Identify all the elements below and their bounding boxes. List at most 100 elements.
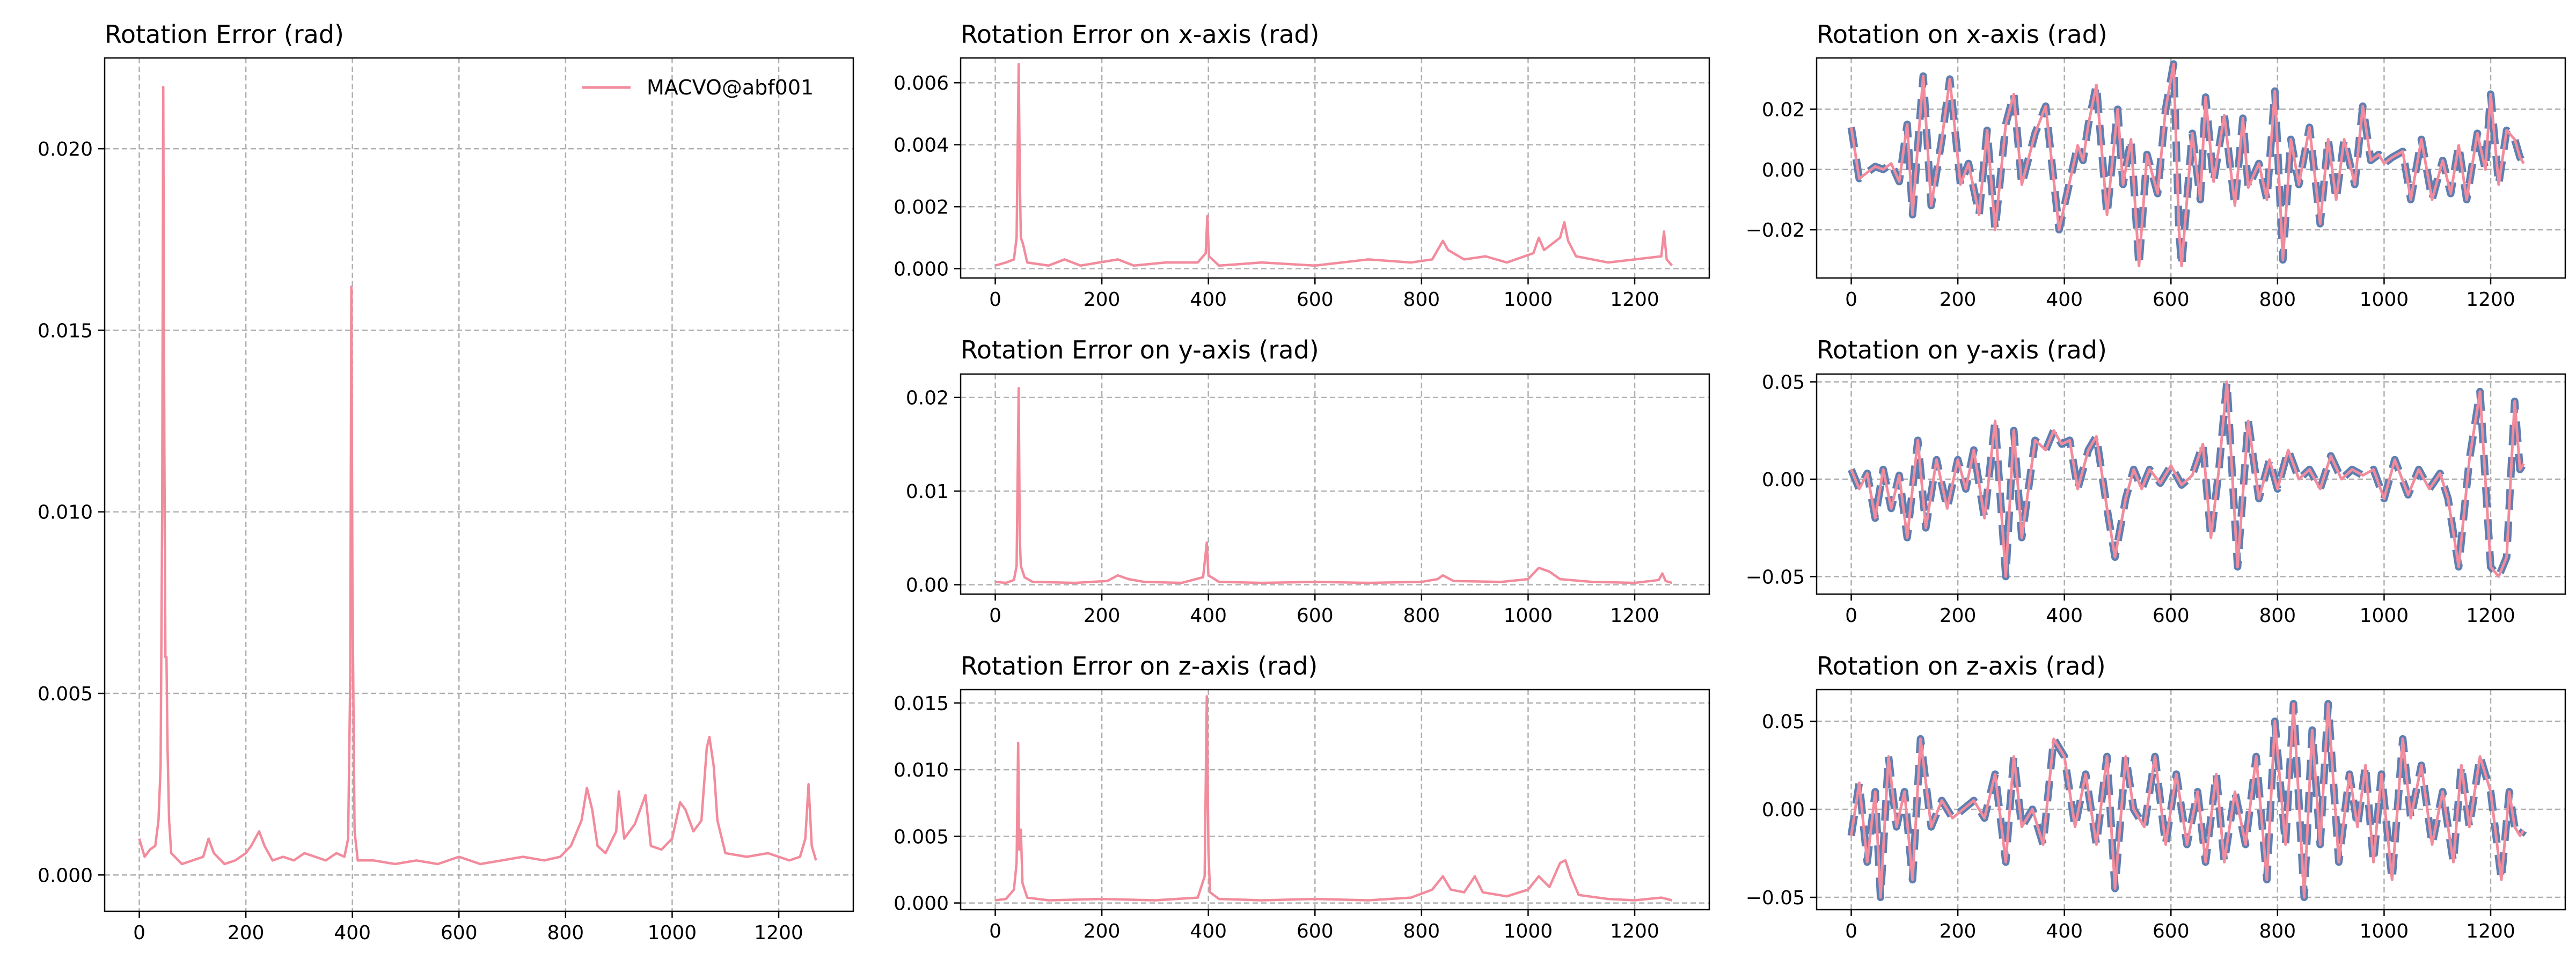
series-group xyxy=(1847,60,2527,270)
x-tick-label: 1200 xyxy=(1610,605,1659,627)
panel-rotation-y: Rotation on y-axis (rad) 0 200 400 600 800 10… xyxy=(1746,335,2566,627)
x-tick-label: 600 xyxy=(2153,289,2190,311)
axes-frame xyxy=(960,689,1710,911)
x-tick-label: 1200 xyxy=(2466,605,2515,627)
x-tick-label: 1000 xyxy=(2360,289,2409,311)
x-tick-label: 400 xyxy=(2046,289,2083,311)
panel-rotation-error: Rotation Error (rad) 0 200 400 600 800 1000 12… xyxy=(38,20,854,944)
y-tick-label: 0.000 xyxy=(894,259,949,281)
series-line-error xyxy=(995,386,1673,584)
panel-rotation-error-x: Rotation Error on x-axis (rad) 0 200 400 60… xyxy=(894,20,1710,311)
x-tick-label: 1000 xyxy=(1504,605,1553,627)
x-tick-label: 800 xyxy=(1403,289,1440,311)
panel-rotation-x: Rotation on x-axis (rad) 0 200 400 600 800 10… xyxy=(1746,20,2566,311)
series-group xyxy=(1847,700,2527,901)
y-tick-label: 0.00 xyxy=(1762,159,1805,181)
axes-frame xyxy=(1816,57,2566,279)
x-tick-label: 1200 xyxy=(2466,289,2515,311)
x-tick-label: 0 xyxy=(1845,920,1857,942)
panel-rotation-z: Rotation on z-axis (rad) 0 200 400 600 800 10… xyxy=(1746,652,2566,942)
y-tick-label: 0.015 xyxy=(894,693,949,715)
plot-area: 0 200 400 600 800 1000 1200 0.000 0.005 0.010 0.01… xyxy=(894,689,1710,942)
y-tick-label: 0.010 xyxy=(894,759,949,781)
x-tick-label: 800 xyxy=(2259,920,2296,942)
x-tick-label: 800 xyxy=(2259,289,2296,311)
y-tick-label: 0.005 xyxy=(894,826,949,848)
y-tick-label: −0.05 xyxy=(1746,566,1805,588)
y-tick-label: 0.002 xyxy=(894,196,949,218)
series-line-estimate xyxy=(1850,62,2525,267)
axes-frame xyxy=(1816,689,2566,911)
x-tick-label: 600 xyxy=(1297,605,1334,627)
x-tick-label: 0 xyxy=(989,289,1001,311)
y-tick-label: 0.020 xyxy=(38,138,93,160)
y-tick-label: 0.006 xyxy=(894,72,949,94)
panel-rotation-error-z: Rotation Error on z-axis (rad) 0 200 400 60… xyxy=(894,652,1710,942)
x-tick-label: 0 xyxy=(989,605,1001,627)
x-tick-label: 800 xyxy=(2259,605,2296,627)
x-tick-label: 200 xyxy=(1084,289,1121,311)
legend: MACVO@abf001 xyxy=(582,76,814,99)
series-line-error xyxy=(138,85,817,866)
y-tick-label: 0.000 xyxy=(894,893,949,915)
y-tick-label: 0.004 xyxy=(894,135,949,157)
y-tick-label: 0.00 xyxy=(1762,469,1805,491)
x-tick-label: 1200 xyxy=(2466,920,2515,942)
x-tick-label: 800 xyxy=(1403,605,1440,627)
x-tick-label: 600 xyxy=(1297,920,1334,942)
series-line-estimate xyxy=(1850,380,2525,578)
x-tick-label: 800 xyxy=(1403,920,1440,942)
series-line-estimate xyxy=(1850,702,2525,899)
plot-area: 0 200 400 600 800 1000 1200 0.00 0.01 0.02 xyxy=(906,373,1710,627)
x-tick-label: 400 xyxy=(1190,605,1227,627)
y-tick-label: 0.00 xyxy=(1762,799,1805,821)
panel-title: Rotation on y-axis (rad) xyxy=(1817,335,2107,364)
panel-rotation-error-y: Rotation Error on y-axis (rad) 0 200 400 60… xyxy=(906,335,1710,627)
x-tick-label: 1000 xyxy=(1504,920,1553,942)
series-group xyxy=(995,386,1673,584)
panel-title: Rotation Error on x-axis (rad) xyxy=(961,20,1319,49)
y-tick-label: 0.010 xyxy=(38,502,93,524)
x-tick-label: 400 xyxy=(2046,605,2083,627)
y-tick-label: 0.05 xyxy=(1762,372,1805,394)
plot-area: 0 200 400 600 800 1000 1200 −0.05 0.00 0.05 xyxy=(1746,372,2566,627)
x-tick-label: 600 xyxy=(2153,605,2190,627)
y-tick-label: 0.015 xyxy=(38,320,93,342)
x-tick-label: 0 xyxy=(989,920,1001,942)
plot-area: 0 200 400 600 800 1000 1200 0.000 0.002 0.004 0.00… xyxy=(894,57,1710,311)
plot-area: 0 200 400 600 800 1000 1200 −0.02 0.00 0.02 xyxy=(1746,57,2566,311)
panel-title: Rotation Error (rad) xyxy=(105,20,344,49)
y-tick-label: 0.00 xyxy=(906,575,949,597)
y-tick-label: 0.005 xyxy=(38,683,93,705)
y-tick-label: 0.02 xyxy=(1762,99,1805,121)
x-tick-label: 600 xyxy=(441,922,478,944)
x-tick-label: 200 xyxy=(1940,920,1977,942)
x-tick-label: 1200 xyxy=(754,922,803,944)
x-tick-label: 0 xyxy=(1845,605,1857,627)
y-tick-label: −0.02 xyxy=(1746,219,1805,241)
x-tick-label: 200 xyxy=(1084,605,1121,627)
x-tick-label: 400 xyxy=(1190,289,1227,311)
x-tick-label: 200 xyxy=(1940,605,1977,627)
series-line-error xyxy=(995,695,1673,902)
x-tick-label: 0 xyxy=(133,922,145,944)
y-tick-label: −0.05 xyxy=(1746,887,1805,909)
y-tick-label: 0.05 xyxy=(1762,711,1805,733)
x-tick-label: 200 xyxy=(1940,289,1977,311)
plot-area: 0 200 400 600 800 1000 1200 0.000 0.005 0.010 0.01… xyxy=(38,57,854,944)
series-line-error xyxy=(994,63,1673,267)
y-tick-label: 0.01 xyxy=(906,481,949,503)
x-tick-label: 1200 xyxy=(1610,920,1659,942)
x-tick-label: 200 xyxy=(1084,920,1121,942)
panel-title: Rotation on z-axis (rad) xyxy=(1817,652,2106,680)
axes-frame xyxy=(960,57,1710,279)
x-tick-label: 400 xyxy=(334,922,371,944)
panel-title: Rotation on x-axis (rad) xyxy=(1817,20,2107,49)
x-tick-label: 200 xyxy=(228,922,265,944)
series-group xyxy=(138,85,817,866)
x-tick-label: 1000 xyxy=(2360,920,2409,942)
y-tick-label: 0.02 xyxy=(906,387,949,409)
y-tick-label: 0.000 xyxy=(38,865,93,887)
axes-frame xyxy=(1816,373,2566,595)
